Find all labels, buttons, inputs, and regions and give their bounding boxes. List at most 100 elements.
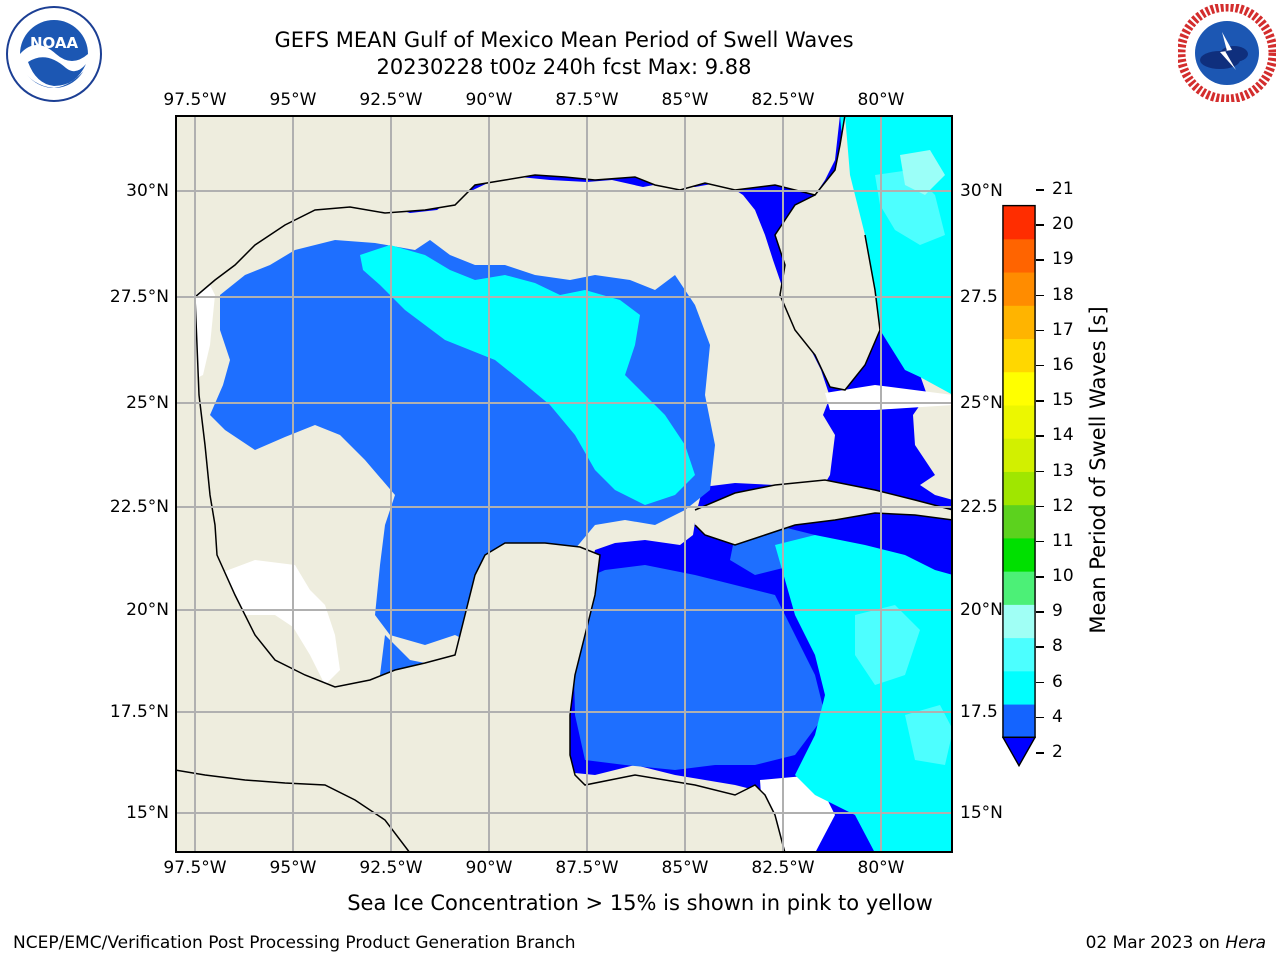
nws-logo: [1178, 4, 1276, 102]
map-subtitle: 20230228 t00z 240h fcst Max: 9.88: [376, 55, 752, 79]
land-gulf-coast-north: [175, 115, 840, 300]
coastline-cuba: [694, 479, 953, 546]
colorbar-tick-label: 8: [1052, 636, 1063, 657]
colorbar-tick-mark: [1036, 294, 1044, 297]
colorbar-tick-label: 20: [1052, 214, 1074, 235]
colorbar-tick-label: 17: [1052, 319, 1074, 340]
lat-label-left: 30°N: [126, 181, 169, 201]
land-florida: [775, 115, 880, 390]
colorbar-tick-mark: [1036, 716, 1044, 719]
colorbar-band: [1002, 604, 1036, 639]
footer-host: Hera: [1225, 933, 1266, 953]
colorbar-tick-mark: [1036, 364, 1044, 367]
lat-label-right: 27.5: [960, 287, 998, 307]
lon-label-top: 85°W: [661, 90, 709, 110]
colorbar-band: [1002, 272, 1036, 306]
colorbar-label: Mean Period of Swell Waves [s]: [1086, 306, 1110, 634]
colorbar-tick-mark: [1036, 329, 1044, 332]
colorbar-band: [1002, 371, 1036, 406]
lon-label-bottom: 92.5°W: [359, 858, 423, 878]
colorbar-tick-label: 11: [1052, 530, 1074, 551]
gulf-of-mexico-map: [175, 115, 953, 853]
colorbar-band: [1002, 537, 1036, 572]
lon-label-bottom: 90°W: [465, 858, 513, 878]
map-border: [175, 115, 953, 853]
lon-label-top: 97.5°W: [163, 90, 227, 110]
nodata-nw-edge: [193, 275, 215, 380]
colorbar-band: [1002, 637, 1036, 672]
nodata-south-gulf: [215, 560, 340, 685]
colorbar-tick-mark: [1036, 540, 1044, 543]
lon-label-top: 92.5°W: [359, 90, 423, 110]
colorbar-band: [1002, 471, 1036, 506]
colorbar-tick-label: 13: [1052, 460, 1074, 481]
colorbar-tick-mark: [1036, 611, 1044, 613]
map-title: GEFS MEAN Gulf of Mexico Mean Period of …: [274, 28, 854, 52]
lat-label-left: 22.5°N: [109, 497, 169, 517]
colorbar-tick-label: 12: [1052, 495, 1074, 516]
colorbar-tick-mark: [1036, 681, 1044, 684]
lon-label-bottom: 85°W: [661, 858, 709, 878]
coastlines: [175, 115, 953, 853]
lon-label-bottom: 82.5°W: [751, 858, 815, 878]
colorbar-band: [1002, 571, 1036, 605]
lat-label-right: 20°N: [960, 600, 1003, 620]
colorbar-band: [1002, 305, 1036, 340]
colorbar-band: [1002, 704, 1036, 738]
colorbar-tick-mark: [1036, 752, 1044, 754]
colorbar-tick-label: 16: [1052, 354, 1074, 375]
footer-credit: NCEP/EMC/Verification Post Processing Pr…: [13, 933, 576, 953]
lon-label-bottom: 87.5°W: [555, 858, 619, 878]
colorbar-band: [1002, 438, 1036, 472]
colorbar-tick-mark: [1036, 505, 1044, 508]
coastline-mexico: [194, 296, 786, 853]
lat-label-left: 15°N: [126, 803, 169, 823]
colorbar-band: [1002, 405, 1036, 439]
colorbar-under-arrow: [1002, 736, 1036, 768]
colorbar-tick-mark: [1036, 470, 1044, 472]
colorbar-tick-mark: [1036, 435, 1044, 437]
colorbar-tick-label: 18: [1052, 284, 1074, 305]
swell-band-6-8s: [360, 245, 695, 505]
swell-band-6-8s-caribbean: [775, 535, 953, 853]
colorbar-tick-mark: [1036, 400, 1044, 402]
noaa-logo: NOAA: [6, 6, 102, 102]
colorbar-tick-mark: [1036, 646, 1044, 648]
land-cuba: [695, 480, 953, 545]
colorbar-tick-mark: [1036, 259, 1044, 261]
lat-label-right: 22.5: [960, 497, 998, 517]
lat-label-right: 30°N: [960, 181, 1003, 201]
swell-band-8-9s-patch-c: [905, 705, 953, 765]
colorbar-tick-label: 10: [1052, 566, 1074, 587]
swell-band-4-6s-south: [570, 565, 825, 770]
colorbar: [1002, 204, 1036, 768]
colorbar-tick-label: 15: [1052, 390, 1074, 411]
colorbar-tick-label: 21: [1052, 179, 1074, 199]
lon-label-top: 82.5°W: [751, 90, 815, 110]
colorbar-tick-labels: 21 20 19 18 17 16 15 14 13 12 11 10 9 8 6 4 2: [1036, 179, 1090, 788]
swell-band-9-10s-patch: [900, 150, 945, 195]
graticule: [175, 115, 953, 853]
coastline-gulf-north: [194, 115, 846, 298]
lat-label-left: 27.5°N: [109, 287, 169, 307]
lon-label-bottom: 80°W: [857, 858, 905, 878]
lon-label-bottom: 95°W: [269, 858, 317, 878]
lon-label-top: 95°W: [269, 90, 317, 110]
colorbar-tick-label: 9: [1052, 601, 1063, 622]
colorbar-tick-label: 6: [1052, 671, 1063, 692]
lon-label-bottom: 97.5°W: [163, 858, 227, 878]
colorbar-border: [1002, 204, 1036, 739]
colorbar-tick-mark: [1036, 224, 1044, 226]
lat-label-left: 20°N: [126, 600, 169, 620]
colorbar-band: [1002, 670, 1036, 705]
colorbar-tick-label: 19: [1052, 249, 1074, 270]
lat-label-left: 17.5°N: [109, 702, 169, 722]
lat-label-right: 17.5: [960, 702, 998, 722]
swell-band-8-9s-patch-b: [855, 605, 920, 685]
lat-label-left: 25°N: [126, 393, 169, 413]
colorbar-band: [1002, 238, 1036, 273]
footer-date-text: 02 Mar 2023 on: [1085, 933, 1226, 953]
lon-label-top: 90°W: [465, 90, 513, 110]
colorbar-tick-mark: [1036, 189, 1044, 191]
svg-text:NOAA: NOAA: [30, 34, 79, 52]
